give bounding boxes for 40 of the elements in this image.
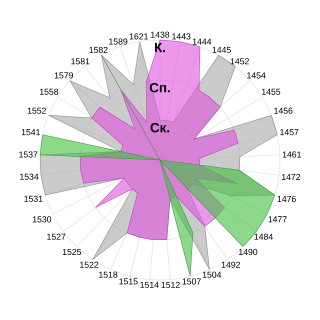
y-tick-label: Сп. bbox=[150, 82, 170, 92]
spoke-label: 1484 bbox=[254, 234, 273, 240]
spoke-label: 1534 bbox=[20, 174, 38, 180]
spoke-label: 1525 bbox=[62, 248, 82, 256]
spoke-label: 1579 bbox=[54, 72, 74, 78]
spoke-label: 1537 bbox=[19, 151, 38, 158]
spoke-label: 1444 bbox=[192, 38, 212, 45]
spoke-label: 1438 bbox=[151, 32, 170, 38]
spoke-label: 1518 bbox=[99, 272, 118, 278]
spoke-label: 1476 bbox=[278, 196, 296, 202]
spoke-label: 1455 bbox=[262, 88, 280, 95]
spoke-label: 1445 bbox=[212, 46, 231, 53]
spoke-label: 1581 bbox=[71, 58, 90, 64]
spoke-label: 1472 bbox=[282, 174, 300, 180]
spoke-label: 1530 bbox=[32, 216, 52, 222]
spoke-label: 1504 bbox=[202, 272, 222, 278]
spoke-label: 1621 bbox=[130, 33, 148, 40]
spoke-label: 1457 bbox=[280, 129, 298, 136]
spoke-label: 1461 bbox=[282, 151, 302, 158]
spoke-label: 1522 bbox=[80, 262, 98, 268]
spoke-label: 1507 bbox=[182, 278, 201, 285]
y-tick-label: Ск. bbox=[150, 122, 170, 132]
spoke-label: 1456 bbox=[274, 108, 293, 114]
y-tick-label: К. bbox=[154, 42, 165, 52]
spoke-label: 1490 bbox=[239, 248, 258, 256]
spoke-label: 1492 bbox=[222, 262, 240, 268]
spoke-label: 1527 bbox=[47, 234, 66, 240]
spoke-label: 1512 bbox=[162, 282, 180, 288]
spoke-label: 1515 bbox=[119, 278, 138, 284]
spoke-label: 1558 bbox=[40, 88, 58, 95]
spoke-label: 1477 bbox=[268, 216, 287, 222]
spoke-label: 1452 bbox=[230, 58, 249, 64]
spoke-label: 1531 bbox=[24, 196, 43, 202]
spoke-label: 1443 bbox=[172, 33, 190, 40]
spoke-label: 1552 bbox=[28, 108, 46, 114]
spoke-label: 1454 bbox=[247, 72, 266, 78]
spoke-label: 1582 bbox=[89, 46, 108, 53]
spoke-label: 1589 bbox=[109, 38, 128, 45]
spoke-label: 1514 bbox=[140, 282, 159, 288]
spoke-label: 1541 bbox=[22, 129, 40, 136]
